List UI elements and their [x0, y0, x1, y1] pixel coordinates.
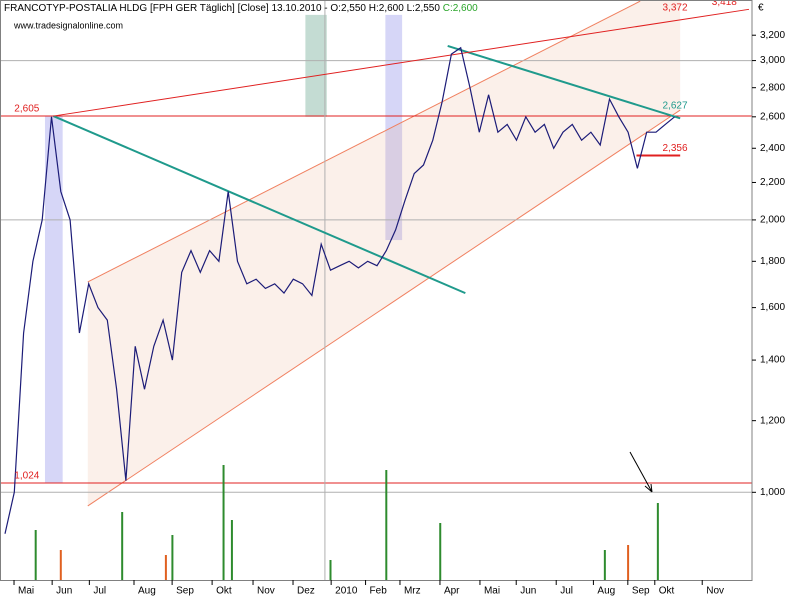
volume-bar: [656, 503, 659, 580]
volume-bar: [164, 555, 167, 580]
volume-bar: [627, 545, 630, 580]
volume-bar: [603, 550, 606, 580]
x-tick-label: Okt: [659, 586, 675, 597]
volume-bar: [171, 535, 174, 580]
arrow: [629, 451, 653, 493]
trend-line: [447, 44, 681, 120]
y-tick-label: 2,800: [760, 82, 785, 93]
y-tick-label: 2,200: [760, 177, 785, 188]
y-tick-label: 3,000: [760, 55, 785, 66]
highlight-band: [385, 14, 403, 241]
chart-title: FRANCOTYP-POSTALIA HLDG [FPH GER Täglich…: [4, 3, 478, 14]
volume-bar: [329, 560, 332, 580]
x-tick-label: Aug: [597, 586, 615, 597]
y-tick-label: 2,400: [760, 143, 785, 154]
plot-border: [0, 0, 753, 581]
x-tick-label: Jun: [520, 586, 536, 597]
x-tick-label: Jun: [56, 586, 72, 597]
highlight-band: [44, 116, 63, 483]
annotation-label: 2,627: [663, 100, 688, 111]
trend-line: [52, 115, 466, 295]
x-tick-label: Mai: [18, 586, 34, 597]
x-tick-label: Sep: [632, 586, 650, 597]
x-tick-label: Nov: [706, 586, 724, 597]
highlight-band: [305, 14, 327, 117]
annotation-label: 3,418: [712, 0, 737, 8]
y-tick-label: 1,600: [760, 302, 785, 313]
y-tick-label: 3,200: [760, 30, 785, 41]
y-tick-label: 1,200: [760, 415, 785, 426]
volume-bar: [222, 465, 225, 580]
x-tick-label: Aug: [138, 586, 156, 597]
y-tick-label: 1,400: [760, 355, 785, 366]
volume-bar: [385, 470, 388, 580]
channel-line: [87, 109, 681, 507]
x-tick-label: Feb: [370, 586, 388, 597]
y-tick-label: 1,800: [760, 256, 785, 267]
x-tick-label: Dez: [297, 586, 315, 597]
watermark: www.tradesignalonline.com: [13, 20, 123, 30]
x-tick-label: Okt: [216, 586, 232, 597]
x-tick-label: Nov: [257, 586, 275, 597]
x-tick-label: Apr: [444, 586, 460, 597]
x-tick-label: 2010: [335, 586, 358, 597]
price-line: [4, 46, 675, 534]
x-tick-label: Jul: [560, 586, 573, 597]
title-text: FRANCOTYP-POSTALIA HLDG [FPH GER Täglich…: [4, 3, 443, 14]
y-tick-label: 2,000: [760, 215, 785, 226]
volume-bar: [230, 520, 233, 580]
x-tick-label: Mai: [484, 586, 500, 597]
x-tick-label: Jul: [93, 586, 106, 597]
close-label: C:2,600: [443, 3, 478, 14]
plot-area: 2,605 1,024 3,418 3,372 2,627 2,356: [0, 0, 752, 580]
y-tick-label: 2,600: [760, 111, 785, 122]
volume-bar: [34, 530, 37, 580]
volume-bar: [59, 550, 62, 580]
y-tick-label: 1,000: [760, 487, 785, 498]
channel-line: [87, 0, 641, 283]
volume-bar: [439, 523, 442, 580]
annotation-label: 2,605: [14, 104, 39, 115]
annotation-label: 2,356: [663, 143, 688, 154]
volume-bar: [121, 512, 124, 580]
x-tick-label: Mrz: [404, 586, 421, 597]
currency: €: [758, 3, 764, 14]
annotation-label: 3,372: [663, 2, 688, 13]
trend-line: [53, 8, 750, 117]
x-tick-label: Sep: [176, 586, 194, 597]
annotation-label: 1,024: [14, 471, 39, 482]
